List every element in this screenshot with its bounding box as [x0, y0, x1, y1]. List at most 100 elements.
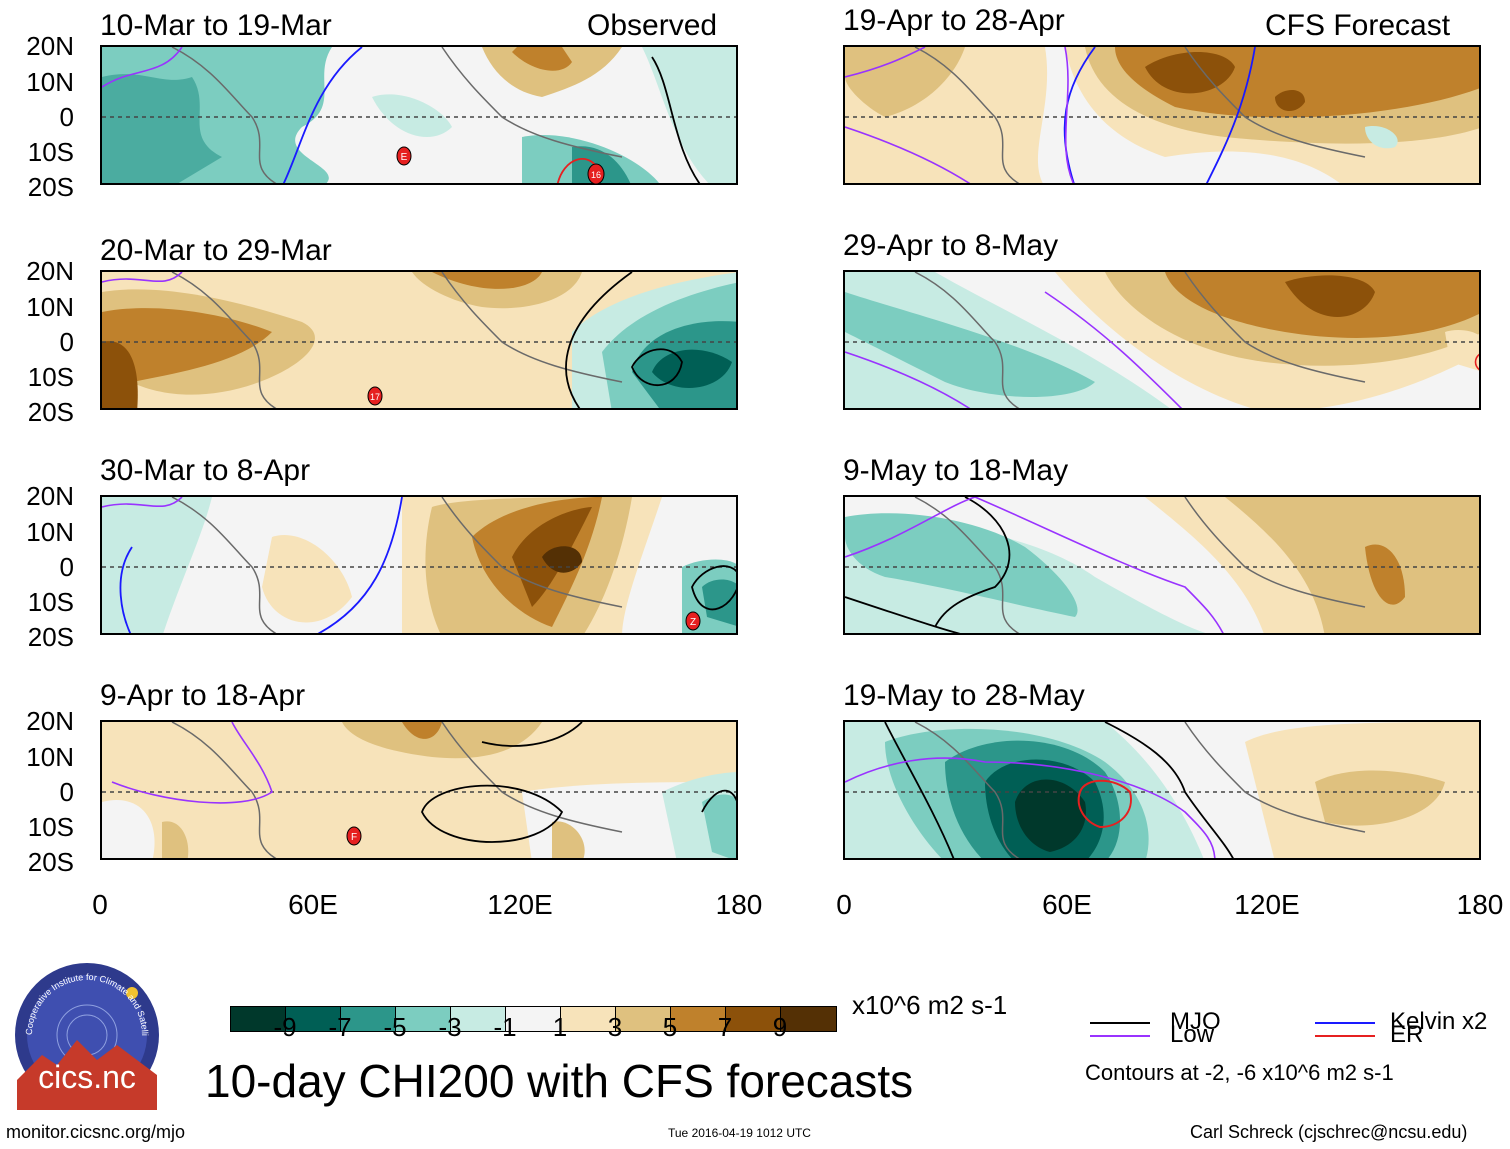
map-svg: [845, 722, 1479, 858]
footer-timestamp: Tue 2016-04-19 1012 UTC: [668, 1126, 811, 1140]
lat-label: 20S: [27, 622, 74, 652]
colorbar-label: -1: [493, 1012, 517, 1042]
colorbar-label: 5: [662, 1012, 678, 1042]
map-panel-4: [100, 720, 738, 860]
colorbar-swatch: [671, 1007, 726, 1031]
map-svg: [845, 497, 1479, 633]
map-panel-1: [100, 45, 738, 185]
panel-title-7: 9-May to 18-May: [843, 454, 1069, 487]
panel-title-2: 20-Mar to 29-Mar: [100, 234, 332, 267]
storm-label: E: [401, 152, 408, 163]
legend-line-er: [1315, 1035, 1375, 1037]
storm-label: Z: [690, 617, 696, 628]
legend-label-mjo: MJO: [1170, 1008, 1221, 1035]
storm-marker-17: 17: [367, 386, 383, 406]
legend-label-er: ER: [1390, 1021, 1424, 1048]
cics-logo: Cooperative Institute for Climate and Sa…: [12, 960, 159, 1110]
legend-line-kelvin: [1315, 1022, 1375, 1024]
colorbar-label: 7: [717, 1012, 733, 1042]
map-panel-2: [100, 270, 738, 410]
lat-label: 20N: [26, 256, 74, 286]
storm-label: 16: [591, 170, 601, 180]
map-panel-7: [843, 495, 1481, 635]
map-svg: [102, 47, 736, 183]
lat-label: 20N: [26, 706, 74, 736]
lon-label: 60E: [288, 889, 338, 920]
contours-note: Contours at -2, -6 x10^6 m2 s-1: [1085, 1060, 1394, 1085]
lat-label: 10N: [26, 742, 74, 772]
colorbar-units: x10^6 m2 s-1: [852, 990, 1008, 1020]
storm-marker-e: E: [396, 146, 412, 166]
legend-line-low: [1090, 1035, 1150, 1037]
colorbar-swatch: [396, 1007, 451, 1031]
colorbar-swatch: [561, 1007, 616, 1031]
colorbar-swatch: [506, 1007, 561, 1031]
lat-label: 10N: [26, 292, 74, 322]
colorbar-label: -9: [273, 1012, 297, 1042]
storm-marker-16: 16: [587, 163, 605, 185]
panel-title-8: 19-May to 28-May: [843, 679, 1085, 712]
lat-label: 20S: [27, 847, 74, 877]
colorbar-label: 3: [607, 1012, 623, 1042]
storm-label: F: [351, 832, 357, 843]
map-panel-6: [843, 270, 1481, 410]
lon-label: 60E: [1042, 889, 1092, 920]
map-panel-5: [843, 45, 1481, 185]
lat-label: 0: [59, 777, 74, 807]
panel-title-1: 10-Mar to 19-Mar: [100, 9, 332, 42]
colorbar-label: 9: [772, 1012, 788, 1042]
legend-label-low: Low: [1170, 1021, 1215, 1048]
lat-label: 0: [59, 327, 74, 357]
panel-title-3: 30-Mar to 8-Apr: [100, 454, 311, 487]
lat-label: 20S: [27, 172, 74, 202]
logo-text: cics.nc: [38, 1059, 136, 1095]
lon-label: 0: [92, 889, 108, 920]
lat-label: 10N: [26, 67, 74, 97]
footer-author: Carl Schreck (cjschrec@ncsu.edu): [1190, 1122, 1468, 1142]
lat-label: 0: [59, 552, 74, 582]
colorbar-swatch: [341, 1007, 396, 1031]
lat-label: 20S: [27, 397, 74, 427]
panel-title-4: 9-Apr to 18-Apr: [100, 679, 306, 712]
legend-label-kelvin: Kelvin x2: [1390, 1008, 1488, 1035]
colorbar-swatch: [231, 1007, 286, 1031]
colorbar-swatch: [286, 1007, 341, 1031]
colorbar-swatch: [726, 1007, 781, 1031]
main-title: 10-day CHI200 with CFS forecasts: [205, 1055, 914, 1107]
storm-marker-z: Z: [685, 611, 701, 631]
colorbar-swatch: [781, 1007, 836, 1031]
colorbar-label: -3: [438, 1012, 462, 1042]
map-svg: [845, 47, 1479, 183]
cfs-forecast-label: CFS Forecast: [1265, 9, 1451, 42]
storm-marker-f: F: [346, 826, 362, 846]
lon-label: 120E: [487, 889, 553, 920]
legend-line-mjo: [1090, 1022, 1150, 1024]
map-svg: [845, 272, 1479, 408]
storm-label: 17: [370, 392, 380, 402]
lon-label: 120E: [1234, 889, 1300, 920]
colorbar: [230, 1006, 837, 1032]
lon-label: 180: [715, 889, 763, 920]
map-svg: [102, 722, 736, 858]
lat-label: 10S: [27, 812, 74, 842]
colorbar-swatch: [616, 1007, 671, 1031]
lat-label: 0: [59, 102, 74, 132]
colorbar-label: -5: [383, 1012, 407, 1042]
footer-url[interactable]: monitor.cicsnc.org/mjo: [6, 1122, 186, 1142]
map-panel-8: [843, 720, 1481, 860]
panel-title-6: 29-Apr to 8-May: [843, 229, 1059, 262]
lat-label: 10N: [26, 517, 74, 547]
lat-label: 10S: [27, 137, 74, 167]
map-panel-3: [100, 495, 738, 635]
lon-label: 180: [1456, 889, 1504, 920]
colorbar-label: -7: [328, 1012, 352, 1042]
lat-label: 10S: [27, 587, 74, 617]
lat-label: 20N: [26, 481, 74, 511]
lon-label: 0: [836, 889, 852, 920]
map-svg: [102, 497, 736, 633]
colorbar-label: 1: [552, 1012, 568, 1042]
map-svg: [102, 272, 736, 408]
lat-label: 10S: [27, 362, 74, 392]
lat-label: 20N: [26, 31, 74, 61]
colorbar-swatch: [451, 1007, 506, 1031]
